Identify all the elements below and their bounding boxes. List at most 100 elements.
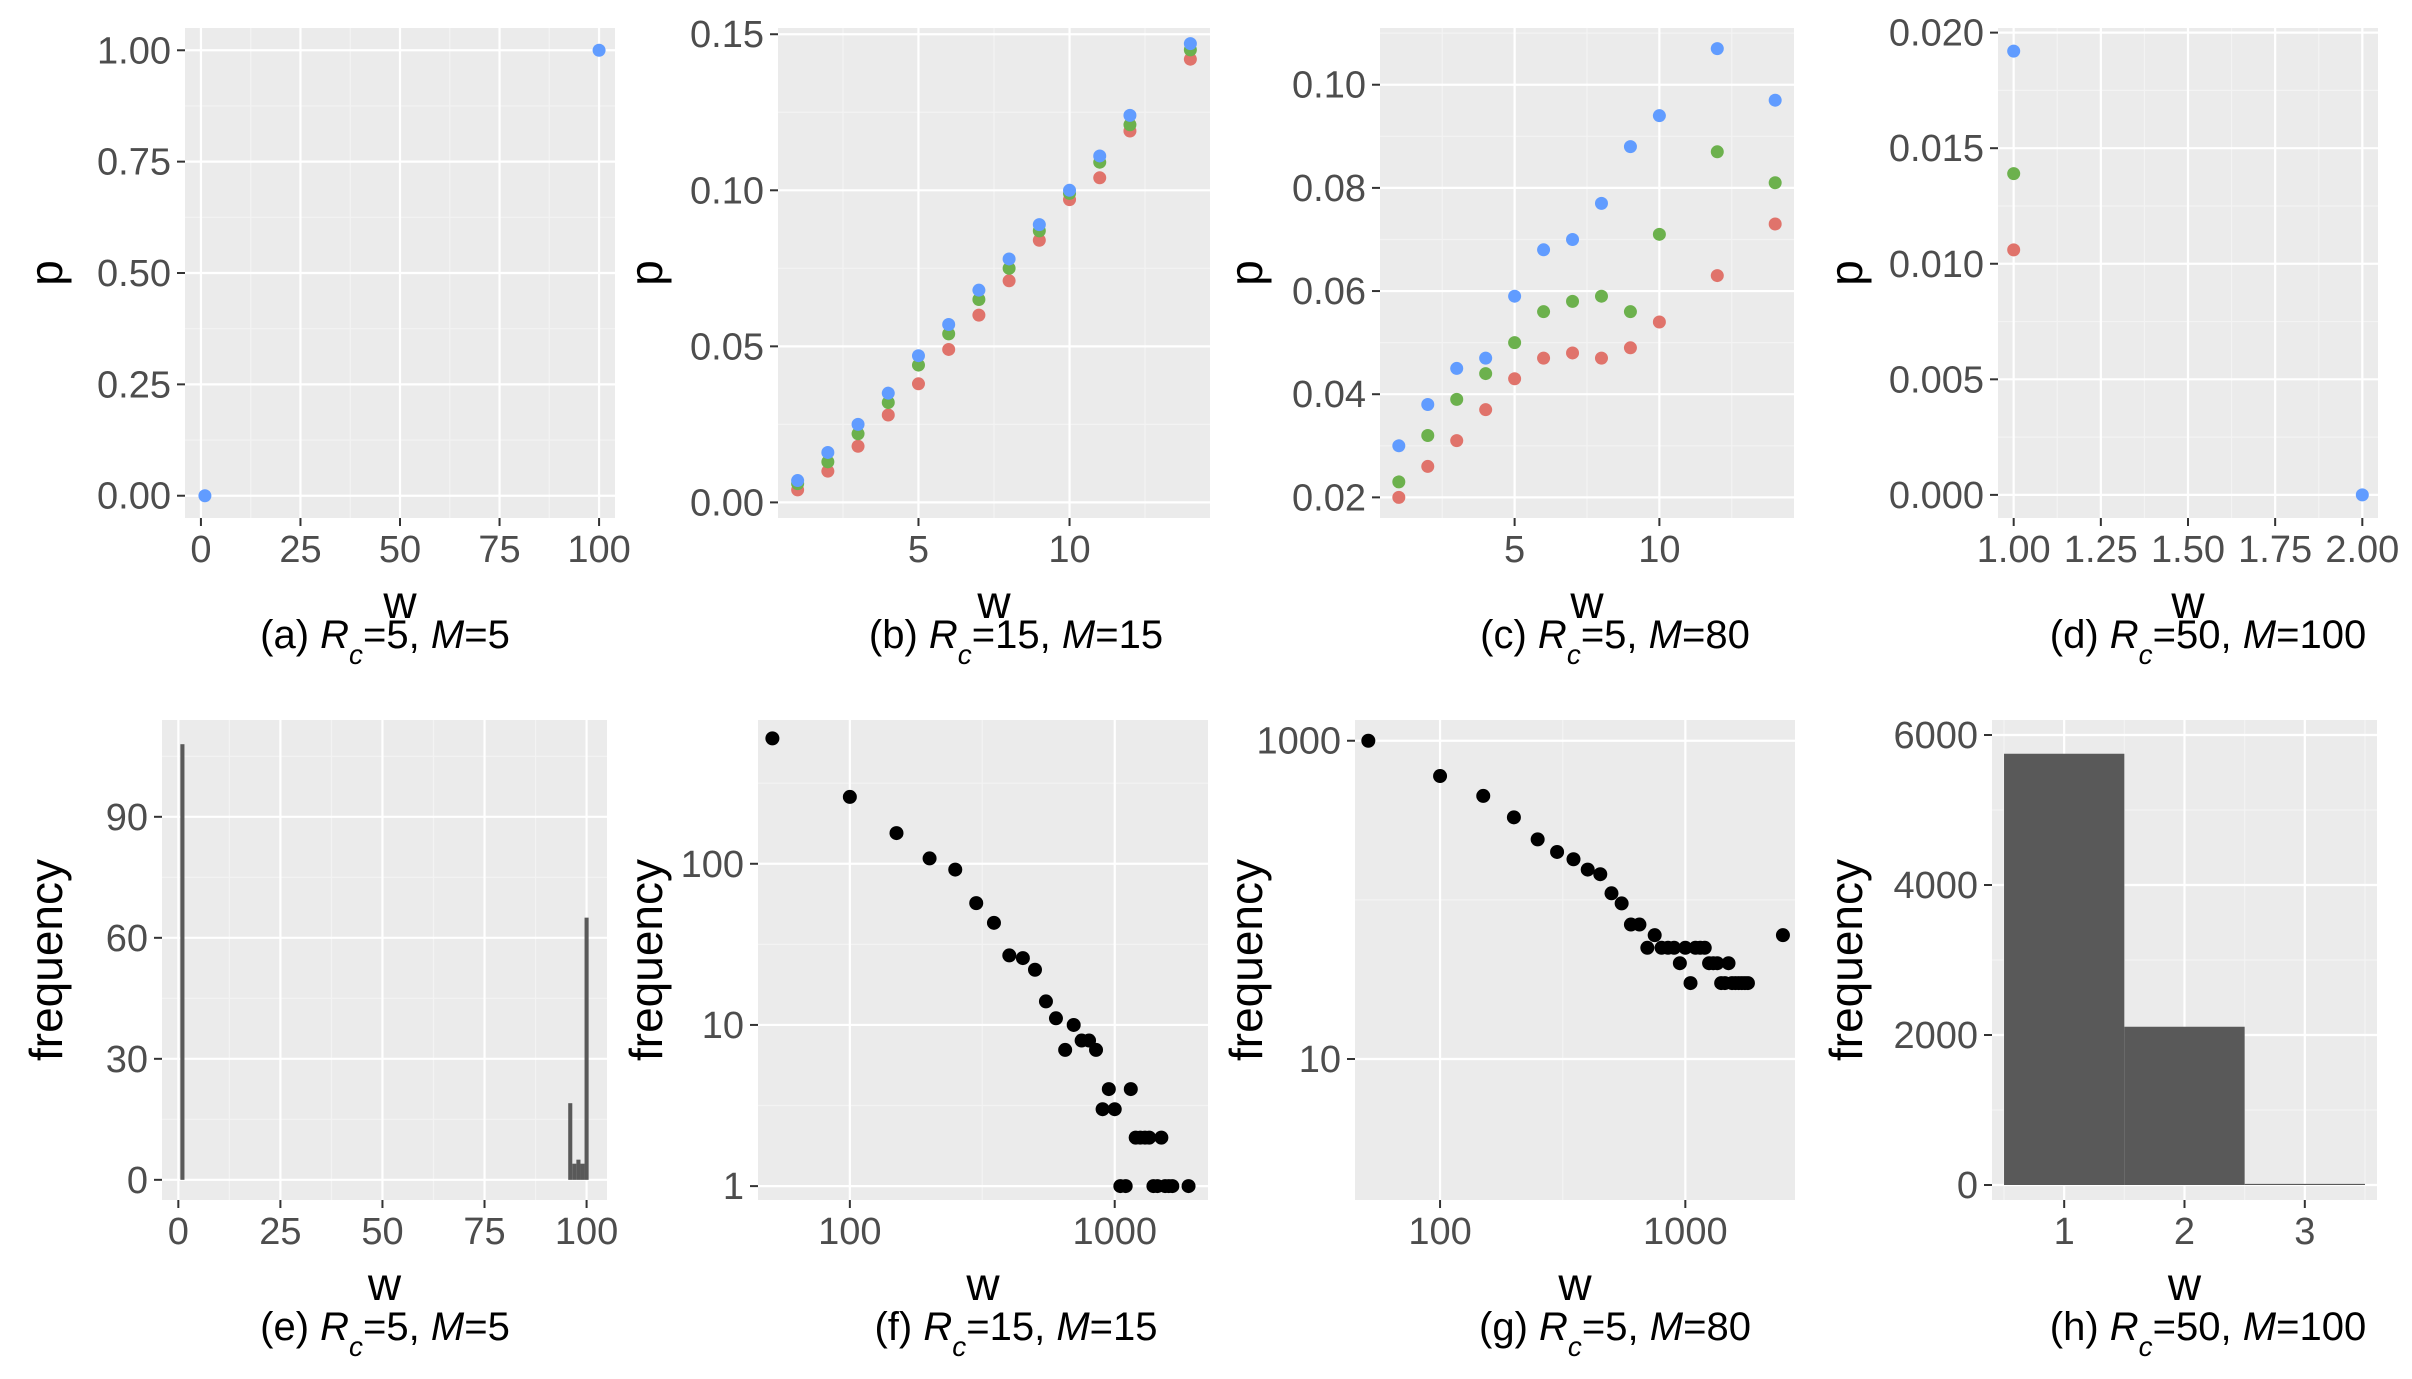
y-tick-label: 4000 bbox=[1893, 865, 1978, 907]
caption-m-label: M bbox=[2243, 1305, 2277, 1349]
caption-m-value: =5 bbox=[464, 613, 510, 657]
caption-rc-value: =15 bbox=[966, 1305, 1034, 1349]
data-point bbox=[1566, 346, 1580, 360]
histogram-bar bbox=[580, 1163, 585, 1180]
caption-m-value: =15 bbox=[1090, 1305, 1158, 1349]
x-tick-label: 1.50 bbox=[2151, 529, 2225, 571]
caption-sep: , bbox=[1626, 613, 1648, 657]
plot-area bbox=[1361, 733, 1790, 991]
data-point bbox=[842, 789, 857, 804]
caption-rc-sub: c bbox=[2139, 1331, 2153, 1362]
caption-prefix: (e) bbox=[260, 1305, 320, 1349]
x-tick-label: 1.00 bbox=[1977, 529, 2051, 571]
y-tick-label: 90 bbox=[106, 797, 148, 839]
data-point bbox=[1652, 109, 1666, 123]
panel-g: 100 1000 10 1000 w frequency (g) Rc=5, M=80 bbox=[1220, 720, 1795, 1362]
x-tick-label: 3 bbox=[2294, 1211, 2315, 1253]
subfigure-caption: (e) Rc=5, M=5 bbox=[260, 1305, 510, 1362]
data-point bbox=[1450, 361, 1464, 375]
x-axis-title: w bbox=[1557, 1258, 1592, 1310]
x-tick-label: 100 bbox=[1408, 1211, 1471, 1253]
x-tick-label: 75 bbox=[463, 1211, 505, 1253]
x-axis-title: w bbox=[2170, 576, 2205, 628]
data-point bbox=[592, 43, 606, 57]
y-tick-label: 0.020 bbox=[1889, 13, 1984, 55]
data-point bbox=[851, 439, 865, 453]
x-tick-label: 1.25 bbox=[2064, 529, 2138, 571]
data-point bbox=[791, 474, 805, 488]
plot-area bbox=[2004, 753, 2365, 1185]
subfigure-caption: (f) Rc=15, M=15 bbox=[874, 1305, 1157, 1362]
caption-prefix: (f) bbox=[874, 1305, 923, 1349]
data-point bbox=[922, 851, 937, 866]
x-tick-label: 10 bbox=[1638, 529, 1680, 571]
caption-m-value: =100 bbox=[2276, 1305, 2366, 1349]
subfigure-caption: (h) Rc=50, M=100 bbox=[2050, 1305, 2366, 1362]
plot-area bbox=[765, 731, 1196, 1194]
data-point bbox=[1154, 1130, 1169, 1145]
data-point bbox=[1450, 434, 1464, 448]
data-point bbox=[1652, 227, 1666, 241]
caption-prefix: (b) bbox=[869, 613, 929, 657]
data-point bbox=[881, 396, 895, 410]
caption-prefix: (h) bbox=[2050, 1305, 2110, 1349]
y-tick-label: 0.10 bbox=[1292, 65, 1366, 107]
y-tick-label: 2000 bbox=[1893, 1015, 1978, 1057]
series-0 bbox=[1392, 217, 1782, 504]
data-point bbox=[1740, 976, 1755, 991]
data-point bbox=[1479, 403, 1493, 417]
data-point bbox=[1433, 769, 1448, 784]
series-0 bbox=[765, 731, 1196, 1194]
data-point bbox=[986, 915, 1001, 930]
series-2 bbox=[1392, 42, 1782, 453]
y-tick-label: 0.04 bbox=[1292, 374, 1366, 416]
data-point bbox=[1123, 118, 1137, 132]
data-point bbox=[942, 327, 956, 341]
y-tick-label: 0.02 bbox=[1292, 477, 1366, 519]
histogram-bar bbox=[584, 917, 589, 1180]
data-point bbox=[1697, 940, 1712, 955]
caption-prefix: (d) bbox=[2050, 613, 2110, 657]
data-point bbox=[1640, 940, 1655, 955]
data-point bbox=[1421, 398, 1435, 412]
y-tick-label: 0.05 bbox=[690, 326, 764, 368]
data-point bbox=[1768, 176, 1782, 190]
x-tick-label: 100 bbox=[555, 1211, 618, 1253]
series-1 bbox=[1392, 145, 1782, 489]
caption-sep: , bbox=[2221, 1305, 2243, 1349]
series-0 bbox=[2007, 44, 2369, 502]
y-axis-title: p bbox=[1220, 260, 1272, 286]
caption-prefix: (a) bbox=[260, 613, 320, 657]
data-point bbox=[1002, 252, 1016, 266]
histogram-bar bbox=[2004, 753, 2125, 1185]
data-point bbox=[1421, 428, 1435, 442]
subfigure-caption: (a) Rc=5, M=5 bbox=[260, 613, 510, 670]
data-point bbox=[1093, 171, 1107, 185]
plot-area bbox=[180, 744, 589, 1180]
y-tick-label: 1.00 bbox=[97, 30, 171, 72]
data-point bbox=[1537, 351, 1551, 365]
data-point bbox=[1038, 994, 1053, 1009]
y-axis-title: frequency bbox=[1820, 859, 1872, 1061]
data-point bbox=[1048, 1011, 1063, 1026]
data-point bbox=[1089, 1042, 1104, 1057]
x-axis-title: w bbox=[367, 1258, 402, 1310]
data-point bbox=[1183, 37, 1197, 51]
data-point bbox=[1672, 956, 1687, 971]
caption-rc-label: R bbox=[320, 1305, 349, 1349]
data-point bbox=[765, 731, 780, 746]
caption-m-label: M bbox=[1650, 1305, 1684, 1349]
data-point bbox=[1450, 392, 1464, 406]
x-tick-label: 1.75 bbox=[2238, 529, 2312, 571]
data-point bbox=[1421, 459, 1435, 473]
data-point bbox=[851, 427, 865, 441]
caption-rc-value: =15 bbox=[972, 613, 1040, 657]
data-point bbox=[2007, 167, 2021, 181]
y-tick-label: 0.00 bbox=[97, 476, 171, 518]
caption-rc-sub: c bbox=[952, 1331, 966, 1362]
caption-rc-sub: c bbox=[1568, 1331, 1582, 1362]
subfigure-caption: (b) Rc=15, M=15 bbox=[869, 613, 1163, 670]
data-point bbox=[1623, 341, 1637, 355]
y-tick-label: 0.00 bbox=[690, 482, 764, 524]
